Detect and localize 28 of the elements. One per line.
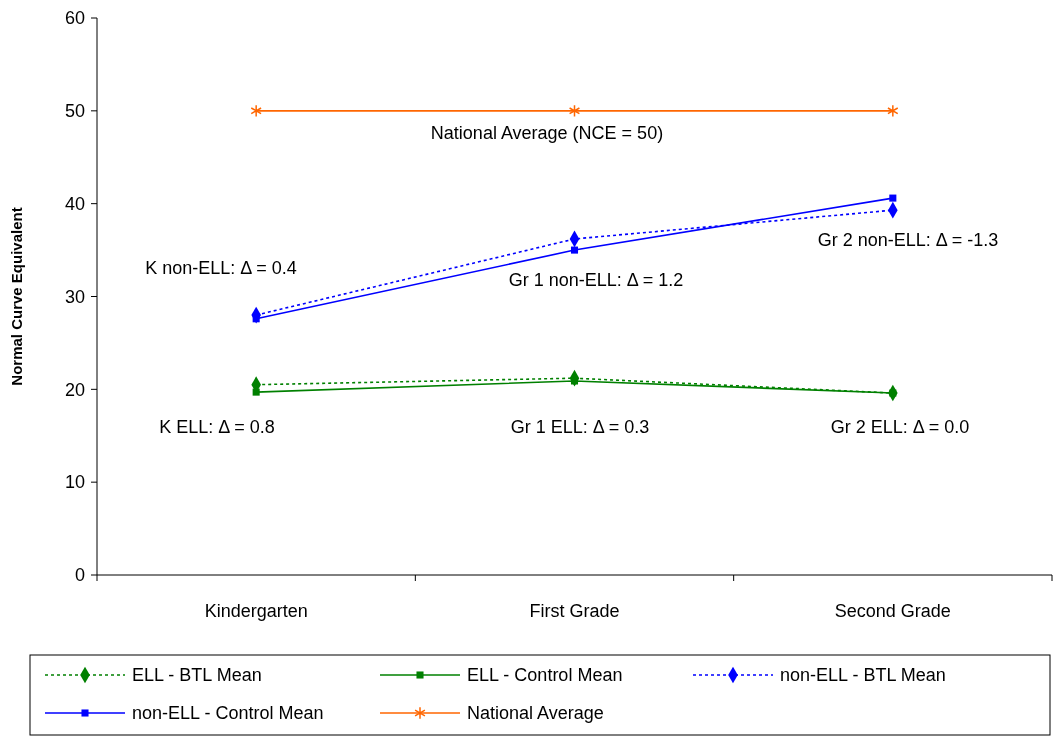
y-tick-label: 50 xyxy=(64,101,85,122)
point xyxy=(250,104,262,118)
y-tick-label: 40 xyxy=(64,193,85,214)
legend-label: non-ELL - BTL Mean xyxy=(780,665,946,686)
legend-label: National Average xyxy=(467,703,604,724)
y-axis-title: Normal Curve Equivalent xyxy=(8,207,25,386)
y-tick-label: 0 xyxy=(74,565,85,586)
annotation: Gr 2 ELL: Δ = 0.0 xyxy=(830,417,970,438)
annotation: National Average (NCE = 50) xyxy=(430,123,664,144)
legend-label: non-ELL - Control Mean xyxy=(132,703,324,724)
annotation: K ELL: Δ = 0.8 xyxy=(159,417,275,438)
point xyxy=(568,104,581,118)
x-tick-label: First Grade xyxy=(529,601,620,621)
y-tick-label: 20 xyxy=(64,379,85,400)
y-tick-label: 10 xyxy=(64,472,85,493)
point xyxy=(889,194,897,202)
legend-label: ELL - BTL Mean xyxy=(132,665,262,686)
point xyxy=(570,246,579,254)
x-tick-label: Second Grade xyxy=(834,601,951,621)
annotation: K non-ELL: Δ = 0.4 xyxy=(145,258,297,279)
annotation: Gr 2 non-ELL: Δ = -1.3 xyxy=(817,230,999,251)
x-tick-label: Kindergarten xyxy=(204,601,308,621)
annotation: Gr 1 ELL: Δ = 0.3 xyxy=(510,417,650,438)
y-tick-label: 60 xyxy=(64,8,85,29)
annotation: Gr 1 non-ELL: Δ = 1.2 xyxy=(508,270,684,291)
point xyxy=(887,104,899,118)
legend-label: ELL - Control Mean xyxy=(467,665,623,686)
y-tick-label: 30 xyxy=(64,286,85,307)
